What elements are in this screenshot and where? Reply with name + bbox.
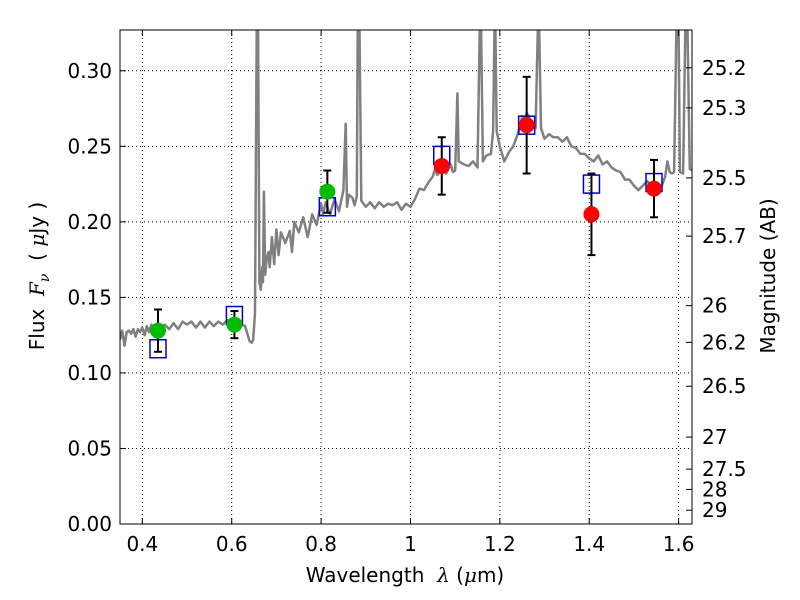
y2-tick-label: 25.5: [702, 166, 747, 190]
grid-lines: [120, 30, 692, 525]
y2-tick-label: 29: [702, 498, 727, 522]
sed-model-line: [120, 30, 692, 347]
y2-tick-label: 25.2: [702, 56, 747, 80]
y2-tick-label: 26.2: [702, 330, 747, 354]
y-tick-label: 0.15: [67, 285, 112, 309]
observed-point: [319, 183, 336, 200]
y2-tick-label: 27: [702, 425, 727, 449]
y2-tick-label: 28: [702, 477, 727, 501]
x-tick-label: 1.6: [663, 532, 695, 556]
observed-point: [149, 322, 166, 339]
observed-point: [646, 180, 663, 197]
plot-area: [120, 30, 692, 347]
y-tick-label: 0.30: [67, 59, 112, 83]
y2-tick-label: 25.7: [702, 224, 747, 248]
x-axis-title: Wavelength λ (μm): [306, 563, 505, 587]
y-tick-label: 0.20: [67, 210, 112, 234]
y-tick-label: 0.05: [67, 436, 112, 460]
y2-tick-label: 25.3: [702, 96, 747, 120]
y-tick-label: 0.00: [67, 512, 112, 536]
x-tick-label: 1.4: [573, 532, 605, 556]
y2-tick-label: 27.5: [702, 457, 747, 481]
marker-layer: [149, 75, 663, 359]
x-tick-label: 1.2: [484, 532, 516, 556]
y2-tick-label: 26: [702, 294, 727, 318]
y-tick-label: 0.25: [67, 134, 112, 158]
observed-point: [226, 316, 243, 333]
x-tick-label: 0.8: [305, 532, 337, 556]
x-tick-label: 0.6: [216, 532, 248, 556]
y-tick-label: 0.10: [67, 361, 112, 385]
x-tick-label: 1: [404, 532, 417, 556]
y2-tick-label: 26.5: [702, 374, 747, 398]
x-tick-label: 0.4: [126, 532, 158, 556]
observed-point: [433, 157, 450, 174]
axes: 0.4 0.6 0.8 1 1.2 1.4 1.6 0.00 0.05 0.10 0.15 0.20 0…: [67, 30, 747, 556]
observed-point: [518, 117, 535, 134]
plot-frame: [119, 29, 693, 525]
y2-axis-title: Magnitude (AB): [756, 198, 780, 353]
observed-point: [583, 206, 600, 223]
y-axis-title: Flux Fν ( μJy ): [25, 202, 53, 350]
